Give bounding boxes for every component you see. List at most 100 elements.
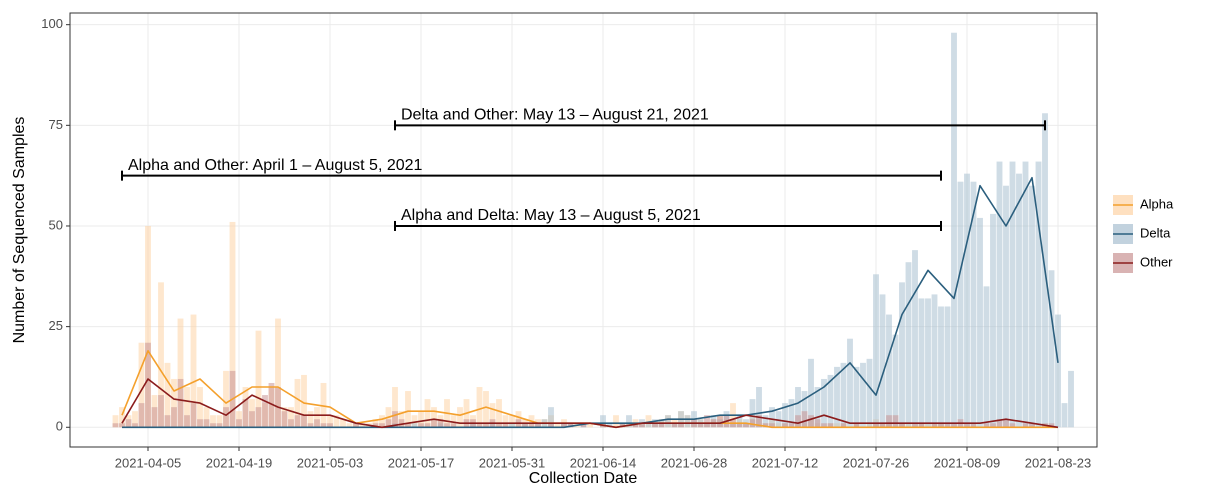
bar [619, 423, 626, 428]
bar [554, 423, 561, 428]
bar [242, 399, 249, 428]
bar [749, 419, 756, 428]
bar [379, 415, 385, 428]
bar [931, 423, 938, 428]
bar [938, 423, 944, 428]
x-axis-title: Collection Date [529, 470, 638, 487]
bar [216, 423, 223, 428]
bar [808, 358, 814, 428]
bar [951, 32, 957, 428]
x-tick-label: 2021-05-31 [479, 455, 546, 470]
bar [424, 423, 431, 428]
bar [476, 423, 483, 428]
bar [138, 403, 145, 428]
bar [918, 423, 925, 428]
bar [509, 423, 515, 428]
bar [840, 423, 847, 428]
bar [301, 374, 307, 428]
bar [873, 274, 879, 428]
bar [801, 411, 808, 428]
bar [899, 423, 905, 428]
bar [1055, 314, 1061, 428]
bar [450, 423, 457, 428]
bar [268, 382, 275, 428]
bar [808, 415, 814, 428]
bar [840, 362, 847, 428]
bar [483, 391, 489, 428]
bar [931, 294, 938, 428]
y-axis-title: Number of Sequenced Samples [11, 117, 28, 344]
bar [171, 378, 177, 428]
bar [483, 423, 489, 428]
bar [951, 423, 957, 428]
bar [249, 411, 255, 428]
bar [1061, 403, 1068, 428]
bar [795, 415, 801, 428]
bar [190, 314, 197, 428]
bar [392, 387, 398, 428]
bar [177, 378, 184, 428]
bar [197, 419, 203, 428]
bar [437, 419, 444, 428]
bar [788, 423, 795, 428]
x-tick-label: 2021-04-19 [206, 455, 273, 470]
trend-line [121, 378, 1059, 429]
bar [684, 415, 691, 428]
bar [639, 423, 645, 428]
bar [886, 314, 892, 428]
bar [1029, 423, 1035, 428]
bar [1022, 161, 1029, 428]
bar [944, 423, 951, 428]
bar [411, 415, 418, 428]
bar [197, 387, 203, 428]
bar [996, 419, 1003, 428]
bar [431, 407, 437, 428]
bar [847, 338, 853, 428]
bar [1009, 423, 1016, 428]
bar [119, 407, 125, 428]
bar [905, 262, 912, 428]
x-tick-label: 2021-04-05 [115, 455, 182, 470]
bar [782, 423, 788, 428]
bar [405, 423, 411, 428]
bar [353, 423, 359, 428]
bar [762, 415, 769, 428]
bar [164, 415, 171, 428]
bar [782, 403, 788, 428]
bar [769, 423, 775, 428]
bar [814, 387, 821, 428]
bar [879, 294, 886, 428]
bar [918, 298, 925, 428]
bar [1048, 270, 1055, 428]
annotation: Delta and Other: May 13 – August 21, 202… [401, 107, 709, 124]
bar [834, 366, 840, 428]
y-tick-label: 25 [49, 318, 63, 333]
bar [418, 423, 424, 428]
bar [788, 399, 795, 428]
bar [892, 415, 899, 428]
bar [112, 423, 119, 428]
bar [743, 423, 749, 428]
bar [658, 423, 665, 428]
bar [678, 423, 684, 428]
bar [223, 407, 229, 428]
bar [853, 366, 860, 428]
bar [307, 411, 314, 428]
bar [645, 423, 652, 428]
bar [1029, 185, 1035, 428]
bar [502, 423, 509, 428]
bar [223, 370, 229, 428]
bar [548, 407, 554, 428]
bar [970, 181, 977, 428]
bar [1068, 370, 1074, 428]
bar [125, 419, 132, 428]
bar [327, 423, 333, 428]
y-tick-label: 75 [49, 117, 63, 132]
bar [749, 399, 756, 428]
bar [476, 387, 483, 428]
bar [307, 423, 314, 428]
bar [964, 423, 970, 428]
bar [990, 423, 996, 428]
bar [509, 415, 515, 428]
bar [983, 423, 990, 428]
